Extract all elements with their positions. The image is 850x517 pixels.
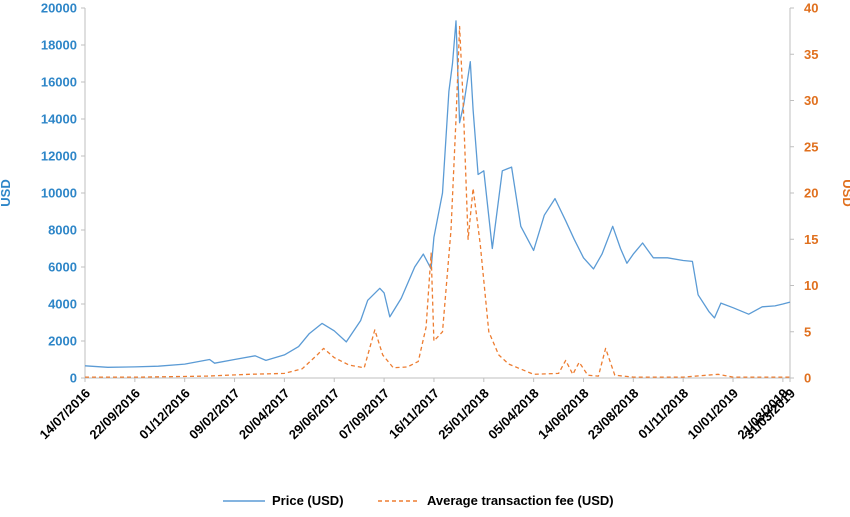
right-y-tick-label: 5 — [804, 324, 811, 339]
left-y-tick-label: 16000 — [41, 75, 77, 90]
right-y-ticks: 0 5 10 15 20 25 30 35 40 — [790, 1, 818, 386]
x-tick-label: 22/09/2016 — [86, 386, 143, 443]
right-y-tick-label: 20 — [804, 186, 818, 201]
legend-label-transaction-fee: Average transaction fee (USD) — [427, 493, 614, 508]
right-y-tick-label: 40 — [804, 1, 818, 16]
x-tick-label: 23/08/2018 — [585, 386, 642, 443]
right-y-tick-label: 25 — [804, 139, 818, 154]
x-tick-label: 10/01/2019 — [685, 386, 742, 443]
left-y-tick-label: 0 — [70, 371, 77, 386]
x-tick-label: 20/04/2017 — [236, 386, 293, 443]
x-tick-label: 07/09/2017 — [336, 386, 393, 443]
right-y-tick-label: 15 — [804, 232, 818, 247]
x-tick-label: 09/02/2017 — [186, 386, 243, 443]
left-y-tick-label: 18000 — [41, 38, 77, 53]
right-y-tick-label: 30 — [804, 93, 818, 108]
left-y-axis-label: USD — [0, 179, 13, 206]
right-y-tick-label: 10 — [804, 278, 818, 293]
series-line-transaction-fee — [85, 25, 790, 378]
series-lines — [84, 20, 791, 378]
x-tick-label: 31/03/2019 — [741, 386, 798, 443]
left-y-tick-label: 12000 — [41, 149, 77, 164]
x-tick-label: 01/11/2018 — [635, 386, 691, 442]
left-y-tick-label: 20000 — [41, 1, 77, 16]
left-y-tick-label: 2000 — [48, 334, 77, 349]
x-ticks: 14/07/201622/09/201601/12/201609/02/2017… — [36, 378, 798, 442]
left-y-tick-label: 10000 — [41, 186, 77, 201]
x-tick-label: 29/06/2017 — [286, 386, 343, 443]
left-y-tick-label: 4000 — [48, 297, 77, 312]
x-tick-label: 14/06/2018 — [535, 386, 592, 443]
right-y-tick-label: 35 — [804, 47, 818, 62]
x-tick-label: 01/12/2016 — [136, 386, 193, 443]
x-tick-label: 05/04/2018 — [485, 386, 542, 443]
legend: Price (USD) Average transaction fee (USD… — [223, 493, 614, 508]
left-y-ticks: 0 2000 4000 6000 8000 10000 12000 14000 16000 180… — [41, 1, 85, 386]
axes — [84, 8, 791, 379]
series-line-price — [84, 20, 791, 368]
x-tick-label: 14/07/2016 — [36, 386, 93, 443]
left-y-tick-label: 14000 — [41, 112, 77, 127]
x-tick-label: 25/01/2018 — [435, 386, 492, 443]
right-y-axis-label: USD — [840, 179, 850, 206]
left-y-tick-label: 8000 — [48, 223, 77, 238]
x-tick-label: 16/11/2017 — [386, 386, 442, 442]
left-y-tick-label: 6000 — [48, 260, 77, 275]
legend-label-price: Price (USD) — [272, 493, 344, 508]
right-y-tick-label: 0 — [804, 371, 811, 386]
